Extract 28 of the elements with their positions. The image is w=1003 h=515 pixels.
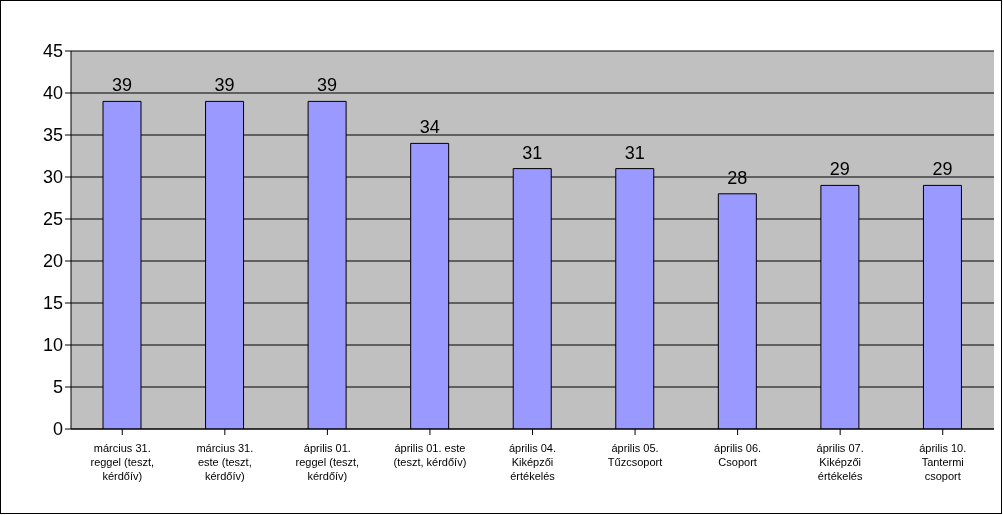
- y-tick-label: 15: [42, 293, 63, 314]
- y-tick-label: 25: [42, 209, 63, 230]
- data-label: 39: [111, 75, 133, 96]
- y-tick-label: 30: [42, 167, 63, 188]
- data-label: 29: [829, 159, 850, 180]
- x-tick-label: április 05. Tűzcsoport: [606, 441, 664, 469]
- x-tick-label: április 04. Kiképzői értékelés: [507, 441, 558, 483]
- y-tick-label: 20: [42, 251, 63, 272]
- data-label: 34: [419, 117, 440, 138]
- data-label: 28: [727, 167, 748, 188]
- y-tick-label: 35: [42, 125, 63, 146]
- y-tick-label: 45: [42, 41, 63, 62]
- data-label: 31: [624, 142, 645, 163]
- x-tick-label: március 31. reggel (teszt, kérdőív): [89, 441, 156, 483]
- data-label: 31: [522, 142, 543, 163]
- x-tick-label: április 06. Csoport: [713, 441, 763, 469]
- x-tick-label: március 31. este (teszt, kérdőív): [195, 441, 255, 483]
- data-label: 39: [214, 75, 235, 96]
- x-tick-label: április 07. Kiképzői értékelés: [815, 441, 865, 483]
- y-tick-label: 10: [42, 335, 63, 356]
- data-label: 39: [317, 75, 338, 96]
- y-tick-label: 0: [52, 419, 63, 440]
- x-tick-label: április 01. este (teszt, kérdőív): [392, 441, 468, 469]
- y-tick-label: 40: [42, 83, 63, 104]
- data-label: 29: [932, 159, 953, 180]
- x-tick-label: április 10. Tantermi csoport: [918, 441, 968, 483]
- y-tick-label: 5: [52, 377, 63, 398]
- x-tick-label: április 01. reggel (teszt, kérdőív): [294, 441, 361, 483]
